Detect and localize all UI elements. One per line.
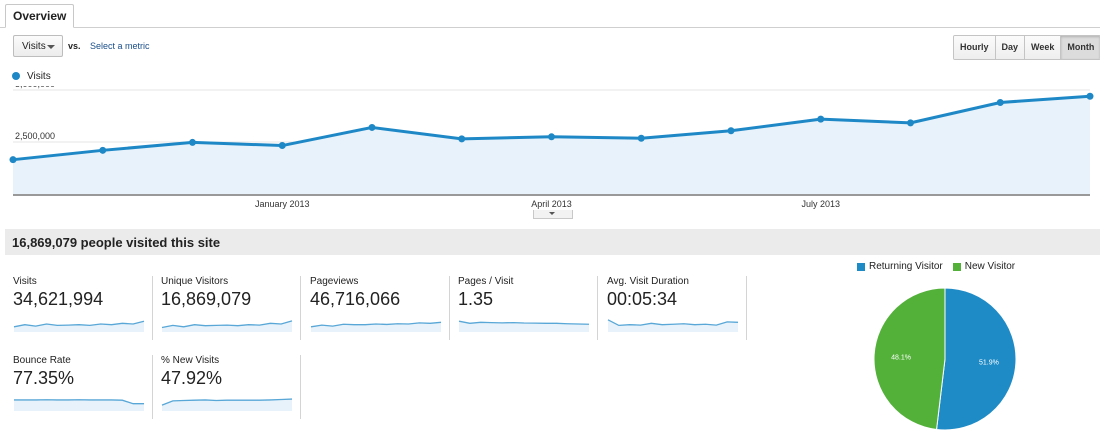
metric-value: 46,716,066 (310, 289, 401, 309)
data-point[interactable] (907, 119, 914, 127)
tile-divider (152, 355, 153, 419)
metric-value: 77.35% (13, 368, 75, 388)
granularity-toggle: Hourly Day Week Month (953, 35, 1100, 60)
data-point[interactable] (278, 142, 286, 150)
sparkline-line (607, 319, 739, 327)
metric-tile[interactable]: Visits 34,621,994 (13, 276, 153, 350)
sparkline-line (161, 398, 293, 406)
tile-divider (449, 276, 450, 340)
metric-tile[interactable]: Pageviews 46,716,066 (310, 276, 450, 350)
vs-label: vs. (68, 41, 81, 51)
sparkline (161, 398, 293, 411)
sparkline-line (458, 320, 590, 325)
data-point[interactable] (996, 98, 1004, 106)
pie-slice-returning-visitor[interactable] (935, 287, 1017, 431)
returning-swatch (857, 262, 865, 271)
new-label: New Visitor (964, 261, 1016, 272)
data-point[interactable] (458, 135, 466, 143)
legend-new-visitor[interactable]: New Visitor (952, 261, 1016, 272)
metric-value: 16,869,079 (161, 289, 252, 309)
metric-select[interactable]: Visits (13, 35, 63, 57)
sparkline (607, 319, 739, 332)
returning-label: Returning Visitor (869, 261, 943, 272)
sparkline-area (14, 321, 144, 332)
chevron-down-icon (47, 45, 55, 49)
metric-tile[interactable]: % New Visits 47.92% (161, 355, 301, 429)
metric-select-value: Visits (22, 41, 46, 52)
legend-returning-visitor[interactable]: Returning Visitor (857, 261, 943, 272)
metric-name: Visits (13, 276, 37, 287)
month-button[interactable]: Month (1060, 36, 1100, 59)
summary-bar: 16,869,079 people visited this site (5, 229, 1100, 255)
metric-tile[interactable]: Pages / Visit 1.35 (458, 276, 598, 350)
select-metric-link[interactable]: Select a metric (90, 41, 150, 51)
metric-name: Unique Visitors (161, 276, 229, 287)
visits-line-chart: 5,000,000 2,500,000 January 2013 April 2013… (9, 86, 1094, 209)
data-point[interactable] (548, 133, 555, 141)
tile-divider (300, 276, 301, 340)
data-point[interactable] (727, 127, 735, 135)
sparkline (310, 321, 442, 332)
hourly-button[interactable]: Hourly (954, 36, 995, 59)
tab-overview[interactable]: Overview (5, 4, 75, 28)
metric-name: Pageviews (310, 276, 359, 287)
sparkline (14, 399, 144, 411)
new-swatch (952, 262, 961, 271)
sparkline-line (14, 399, 144, 405)
tile-divider (597, 276, 598, 340)
metric-value: 1.35 (458, 289, 494, 309)
sparkline-area (162, 399, 292, 411)
metric-tile[interactable]: Unique Visitors 16,869,079 (161, 276, 301, 350)
metric-name: Avg. Visit Duration (607, 276, 689, 287)
sparkline-line (310, 321, 442, 328)
sparkline-line (161, 320, 293, 329)
x-tick-label: January 2013 (255, 199, 310, 209)
visitor-type-pie: 51.9% 48.1% (873, 287, 1017, 431)
data-point[interactable] (637, 134, 645, 142)
sparkline-area (162, 320, 292, 332)
data-point[interactable] (817, 115, 825, 123)
visits-legend-label: Visits (27, 71, 51, 82)
data-point[interactable] (9, 156, 17, 164)
summary-headline: 16,869,079 people visited this site (12, 235, 221, 250)
week-button[interactable]: Week (1024, 36, 1061, 59)
tile-divider (152, 276, 153, 340)
metric-value: 00:05:34 (607, 289, 678, 309)
pie-slice-label: 48.1% (891, 354, 911, 361)
x-tick-label: July 2013 (801, 199, 840, 209)
y-tick-label: 5,000,000 (15, 86, 55, 89)
visits-legend-marker (12, 72, 20, 80)
data-point[interactable] (368, 123, 376, 131)
data-point[interactable] (1086, 92, 1094, 100)
day-button[interactable]: Day (994, 36, 1025, 59)
metric-name: Pages / Visit (458, 276, 514, 287)
metric-value: 47.92% (161, 368, 223, 388)
x-tick-label: April 2013 (531, 199, 572, 209)
metric-tile[interactable]: Avg. Visit Duration 00:05:34 (607, 276, 747, 350)
metric-value: 34,621,994 (13, 289, 104, 309)
metric-name: % New Visits (161, 355, 220, 366)
metric-name: Bounce Rate (13, 355, 71, 366)
data-point[interactable] (99, 146, 107, 154)
sparkline (458, 320, 590, 332)
sparkline (13, 320, 145, 332)
tile-divider (746, 276, 747, 340)
data-point[interactable] (189, 138, 196, 146)
sparkline-area (14, 399, 144, 411)
sparkline (161, 320, 293, 332)
metric-tile[interactable]: Bounce Rate 77.35% (13, 355, 153, 429)
pie-slice-label: 51.9% (979, 360, 999, 367)
tile-divider (300, 355, 301, 419)
pie-legend: Returning Visitor New Visitor (857, 261, 1015, 272)
pie-slice-new-visitor[interactable] (873, 287, 946, 431)
sparkline-area (608, 319, 738, 332)
sparkline-line (13, 320, 145, 328)
y-tick-label: 2,500,000 (15, 131, 55, 141)
collapse-chart-handle[interactable] (533, 210, 573, 219)
tab-bar: Overview (0, 0, 1100, 28)
